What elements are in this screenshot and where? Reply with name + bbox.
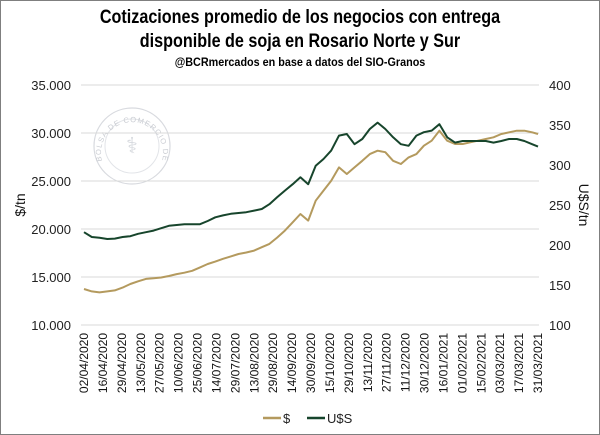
legend-label: $ xyxy=(283,411,291,426)
x-tick-label: 14/09/2020 xyxy=(285,333,299,393)
watermark-text: BOLSA DE COMERCIO DE ROSARIO xyxy=(1,1,170,162)
x-tick-label: 30/12/2020 xyxy=(418,333,432,393)
y2-axis-title: U$S/tn xyxy=(576,184,592,227)
x-tick-label: 16/04/2020 xyxy=(96,333,110,393)
x-tick-label: 29/10/2020 xyxy=(342,333,356,393)
chart-title-line2: disponible de soja en Rosario Norte y Su… xyxy=(139,31,461,52)
watermark-seal xyxy=(93,107,171,185)
x-tick-label: 01/02/2021 xyxy=(455,333,469,393)
y2-tick-label: 250 xyxy=(549,198,571,213)
y-tick-label: 20.000 xyxy=(31,222,71,237)
chart-subtitle: @BCRmercados en base a datos del SIO-Gra… xyxy=(174,55,426,69)
series-line-ars xyxy=(83,129,539,294)
y2-tick-label: 200 xyxy=(549,238,571,253)
x-tick-label: 31/03/2021 xyxy=(531,333,545,393)
legend-label: U$S xyxy=(327,411,353,426)
x-tick-label: 02/04/2020 xyxy=(77,333,91,393)
y-tick-label: 15.000 xyxy=(31,270,71,285)
y-axis-title: $/tn xyxy=(12,193,28,216)
x-tick-label: 29/04/2020 xyxy=(115,333,129,393)
x-tick-label: 03/03/2021 xyxy=(493,333,507,393)
x-tick-label: 17/03/2021 xyxy=(512,333,526,393)
x-tick-label: 11/12/2020 xyxy=(399,333,413,392)
x-tick-label: 13/11/2020 xyxy=(361,333,375,392)
series-line-usd xyxy=(83,121,539,240)
x-tick-label: 30/09/2020 xyxy=(304,333,318,393)
y-tick-label: 35.000 xyxy=(31,78,71,93)
x-tick-label: 29/08/2020 xyxy=(266,333,280,393)
y-tick-label: 10.000 xyxy=(31,318,71,333)
x-tick-label: 15/02/2021 xyxy=(474,333,488,393)
y2-tick-label: 150 xyxy=(549,278,571,293)
y2-tick-label: 100 xyxy=(549,318,571,333)
chart-title-line1: Cotizaciones promedio de los negocios co… xyxy=(99,7,501,28)
watermark-seal-inner xyxy=(104,118,160,174)
x-tick-label: 29/07/2020 xyxy=(228,333,242,393)
y-tick-label: 30.000 xyxy=(31,126,71,141)
x-tick-label: 25/06/2020 xyxy=(191,333,205,393)
x-tick-label: 10/06/2020 xyxy=(172,333,186,393)
y2-tick-label: 300 xyxy=(549,158,571,173)
x-tick-label: 15/10/2020 xyxy=(323,333,337,393)
x-tick-label: 14/07/2020 xyxy=(209,333,223,393)
x-tick-label: 27/11/2020 xyxy=(380,333,394,392)
y-tick-label: 25.000 xyxy=(31,174,71,189)
y2-tick-label: 400 xyxy=(549,78,571,93)
x-tick-label: 16/01/2021 xyxy=(436,333,450,393)
x-tick-label: 13/08/2020 xyxy=(247,333,261,393)
x-tick-label: 27/05/2020 xyxy=(153,333,167,393)
watermark-caduceus-icon: ⚕ xyxy=(126,133,138,158)
y2-tick-label: 350 xyxy=(549,118,571,133)
x-tick-label: 13/05/2020 xyxy=(134,333,148,393)
